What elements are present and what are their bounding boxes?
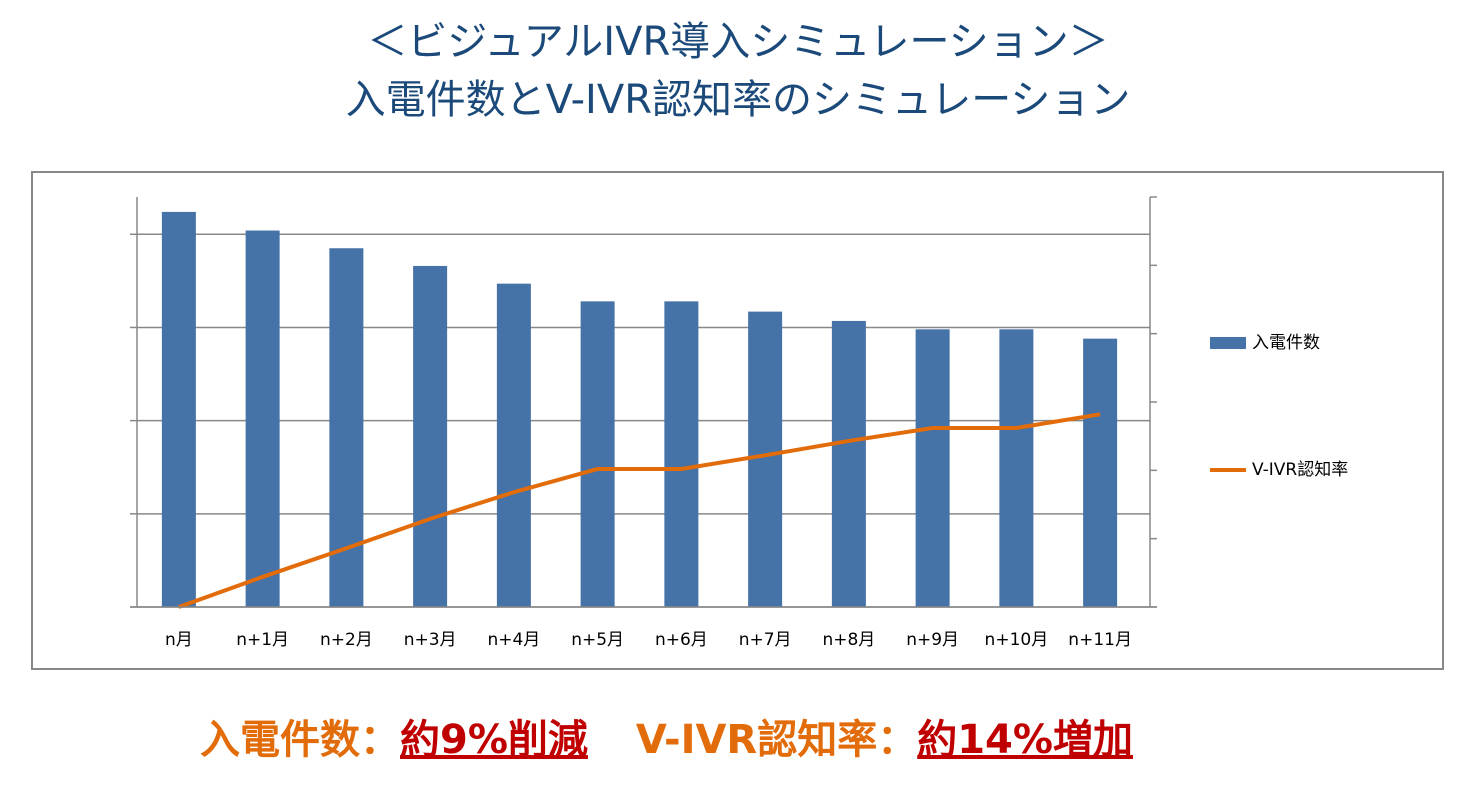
x-tick-label: n+6月 bbox=[655, 630, 708, 650]
bar bbox=[245, 230, 280, 607]
x-tick-label: n+2月 bbox=[320, 630, 373, 650]
bar bbox=[496, 283, 531, 607]
x-tick-label: n+4月 bbox=[487, 630, 540, 650]
summary-label: V-IVR認知率： bbox=[636, 717, 917, 763]
chart-frame bbox=[31, 171, 1444, 670]
legend-label: 入電件数 bbox=[1252, 333, 1320, 353]
bar bbox=[664, 301, 699, 607]
x-tick-label: n+3月 bbox=[404, 630, 457, 650]
legend-label: V-IVR認知率 bbox=[1252, 460, 1348, 480]
bar bbox=[1083, 338, 1118, 607]
x-tick-label: n月 bbox=[165, 630, 193, 650]
summary-value: 約14%増加 bbox=[917, 717, 1133, 763]
x-tick-label: n+10月 bbox=[985, 630, 1049, 650]
bar bbox=[580, 301, 615, 607]
x-tick-label: n+7月 bbox=[739, 630, 792, 650]
bar bbox=[161, 211, 196, 607]
bar bbox=[999, 329, 1034, 607]
x-tick-label: n+5月 bbox=[571, 630, 624, 650]
x-tick-label: n+8月 bbox=[822, 630, 875, 650]
bar bbox=[915, 329, 950, 607]
legend-swatch bbox=[1210, 337, 1246, 349]
bar bbox=[831, 320, 866, 607]
x-tick-label: n+11月 bbox=[1068, 630, 1132, 650]
x-tick-label: n+9月 bbox=[906, 630, 959, 650]
bar bbox=[748, 311, 783, 607]
summary-value: 約9%削減 bbox=[400, 717, 588, 763]
chart-title: 入電件数とV-IVR認知率のシミュレーション bbox=[346, 77, 1131, 123]
x-tick-label: n+1月 bbox=[236, 630, 289, 650]
bar bbox=[413, 265, 448, 607]
line bbox=[178, 412, 1101, 609]
summary: 入電件数：約9%削減 V-IVR認知率：約14%増加 bbox=[200, 717, 1133, 763]
summary-label: 入電件数： bbox=[200, 717, 400, 763]
chart-title: ＜ビジュアルIVR導入シミュレーション＞ bbox=[367, 19, 1108, 65]
